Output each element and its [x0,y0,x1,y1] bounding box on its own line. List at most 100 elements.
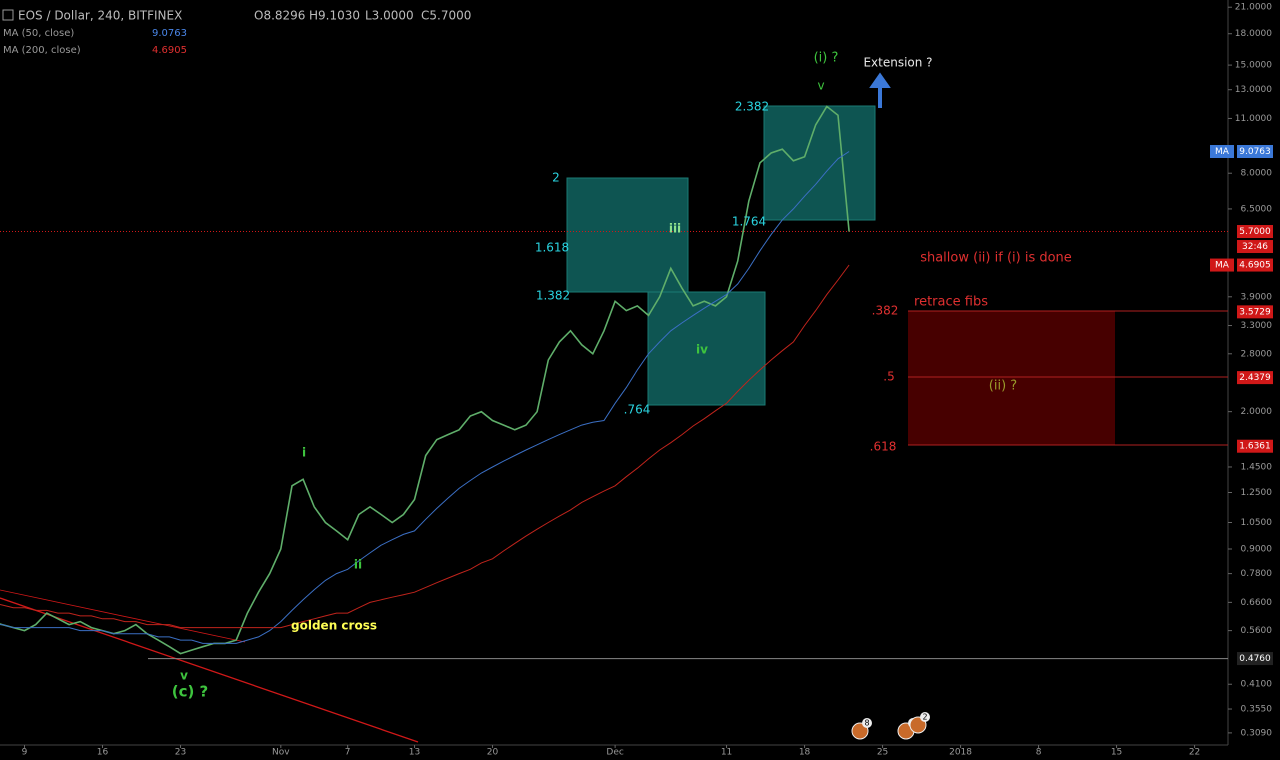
x-tick-label: 9 [22,748,28,758]
x-tick-label: 20 [487,748,499,758]
x-tick-label: 13 [409,748,420,758]
y-tick-label: 3.3000 [1241,321,1273,331]
y-tick-label: 11.0000 [1235,114,1272,124]
x-tick-label: 7 [345,748,351,758]
y-tick-label: 2.8000 [1241,349,1273,359]
annotation: retrace fibs [914,295,988,310]
y-tick-label: 13.0000 [1235,85,1272,95]
y-tick-label: 6.5000 [1241,204,1273,214]
annotation: 2.382 [735,100,769,114]
price-marker-label: 4.6905 [1239,261,1271,271]
fib-box [647,291,766,406]
y-tick-label: 0.4100 [1241,680,1273,690]
annotation: ii [354,558,362,572]
marker-tag-label: MA [1215,147,1230,157]
annotation: 1.764 [732,215,766,229]
annotation: (ii) ? [989,379,1017,394]
moving-average [0,151,850,644]
y-tick-label: 3.9000 [1241,292,1273,302]
annotation: .618 [870,440,897,454]
open: O8.8296 [254,9,305,23]
x-tick-label: 11 [721,748,732,758]
background [0,0,1229,746]
y-tick-label: 1.0500 [1241,518,1273,528]
price-marker [1237,439,1273,453]
y-tick-label: 1.4500 [1241,462,1273,472]
ma50-label: MA (50, close) [3,28,74,39]
y-tick-label: 0.7800 [1241,569,1273,579]
extension-arrow [869,72,891,108]
price-marker [1237,305,1273,319]
annotation: v [817,79,824,93]
annotation: (i) ? [814,51,839,66]
price-marker-label: 2.4379 [1239,373,1271,383]
countdown: 32:46 [1242,242,1268,252]
annotation: golden cross [291,619,377,633]
annotation: 1.618 [535,241,569,255]
marker-tag [1210,258,1234,272]
y-tick-label: 8.0000 [1241,169,1273,179]
price-marker [1237,145,1273,159]
x-tick-label: 25 [877,748,888,758]
annotation: (c) ? [172,683,209,701]
annotation: .382 [872,304,899,318]
retrace-box [908,311,1115,445]
annotation: .5 [883,370,894,384]
symbol: EOS / Dollar, 240, BITFINEX [18,9,182,23]
high: H9.1030 [309,9,360,23]
price-marker-label: 9.0763 [1239,147,1271,157]
x-tick-label: 2018 [949,748,972,758]
y-tick-label: 0.6600 [1241,598,1273,608]
ma200-value: 4.6905 [152,45,187,56]
fib-box [566,177,689,293]
annotation: 2 [552,171,560,185]
countdown-box [1237,240,1273,254]
y-tick-label: 0.3090 [1241,728,1273,738]
event-badge [920,712,930,722]
annotation: shallow (ii) if (i) is done [920,251,1072,266]
fib-box [763,105,876,221]
price-marker [1237,652,1273,666]
marker-tag [1210,145,1234,159]
y-tick-label: 21.0000 [1235,3,1272,13]
price-marker [1237,371,1273,385]
marker-tag-label: MA [1215,261,1230,271]
annotation: iii [669,222,681,236]
moving-average [0,264,850,629]
low: L3.0000 [365,9,414,23]
header: EOS / Dollar, 240, BITFINEX O8.8296 H9.1… [2,9,471,56]
x-tick-label: 15 [1111,748,1122,758]
event-count: 2 [922,713,927,722]
price-line [0,105,850,655]
x-tick-label: Dec [606,748,623,758]
y-tick-label: 0.3550 [1241,705,1273,715]
ma200-label: MA (200, close) [3,45,81,56]
annotation: .764 [624,403,651,417]
annotation: iv [696,343,708,357]
y-tick-label: 0.9000 [1241,545,1273,555]
event-count: 8 [864,719,869,728]
event-badge [862,718,872,728]
collapse-icon[interactable] [2,9,14,21]
trend-line [0,589,246,643]
price-marker [1237,258,1273,272]
y-tick-label: 2.0000 [1241,407,1273,417]
price-marker-label: 3.5729 [1239,307,1271,317]
annotation: v [180,669,188,683]
y-tick-label: 1.2500 [1241,488,1273,498]
x-tick-label: 18 [799,748,811,758]
price-marker-label: 1.6361 [1239,442,1271,452]
close: C5.7000 [421,9,471,23]
y-tick-label: 0.5600 [1241,626,1273,636]
trend-line [0,597,419,743]
y-tick-label: 18.0000 [1235,29,1272,39]
ma50-value: 9.0763 [152,28,187,39]
x-tick-label: 23 [175,748,186,758]
annotation: Extension ? [863,56,932,70]
price-marker-label: 0.4760 [1239,654,1271,664]
price-marker-label: 5.7000 [1239,227,1271,237]
annotation: 1.382 [536,289,570,303]
price-marker [1237,225,1273,239]
x-tick-label: 22 [1189,748,1200,758]
